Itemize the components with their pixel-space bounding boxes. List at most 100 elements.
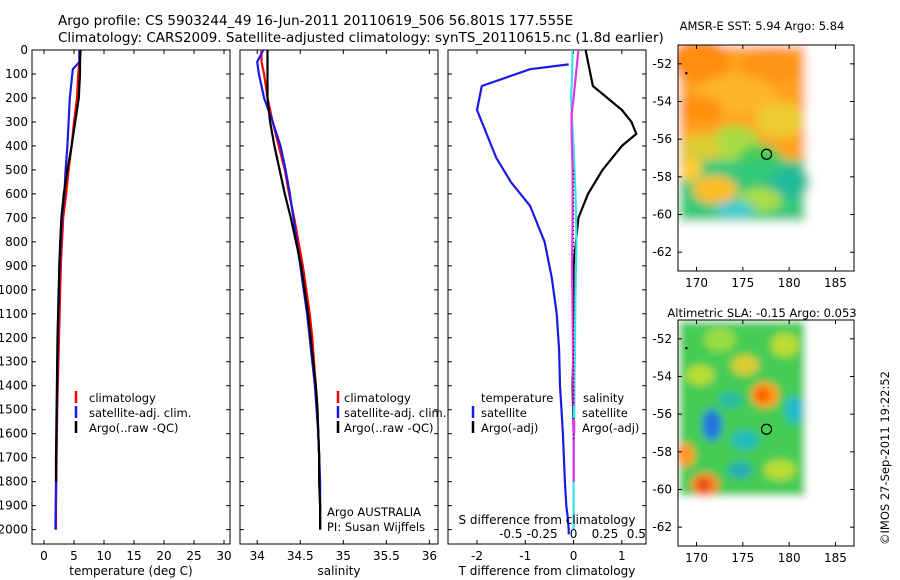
- x-tick-label: 30: [216, 549, 231, 563]
- lat-tick-label: -60: [652, 483, 672, 497]
- legend-salinity-header: salinity: [583, 391, 624, 405]
- s-diff-tick-label: -0.25: [527, 527, 558, 541]
- lon-tick-label: 175: [731, 276, 754, 290]
- x-tick-label: 34.5: [287, 549, 314, 563]
- lat-tick-label: -56: [652, 132, 672, 146]
- lat-tick-label: -52: [652, 57, 672, 71]
- lat-tick-label: -56: [652, 407, 672, 421]
- lon-tick-label: 170: [685, 551, 708, 565]
- depth-tick-label: 600: [5, 187, 28, 201]
- sst-map-title: AMSR-E SST: 5.94 Argo: 5.84: [680, 19, 845, 33]
- legend-s-satellite: satellite: [582, 406, 628, 420]
- legend-climatology: climatology: [89, 391, 156, 405]
- s-diff-xlabel: S difference from climatology: [459, 513, 636, 527]
- lat-tick-label: -58: [652, 170, 672, 184]
- x-tick-label: 10: [96, 549, 111, 563]
- s-diff-tick-label: 0: [570, 527, 578, 541]
- difference-lines: -2 -1 0 1 -0.5 -0.25 0 0.25 0.5: [471, 49, 646, 563]
- lon-tick-label: 175: [731, 551, 754, 565]
- series-line-satellite-adj-clim: [256, 49, 322, 530]
- land-dot: [685, 72, 688, 75]
- depth-tick-label: 1900: [0, 499, 28, 513]
- difference-legend: temperature satellite Argo(-adj) salinit…: [471, 391, 639, 435]
- legend-argo: Argo(..raw -QC): [344, 421, 434, 435]
- x-tick-label: 20: [156, 549, 171, 563]
- argo-program-note: Argo AUSTRALIA: [327, 505, 421, 519]
- sla-map-frame: [677, 319, 855, 547]
- argo-pi-note: PI: Susan Wijffels: [327, 520, 425, 534]
- legend-climatology: climatology: [344, 391, 411, 405]
- depth-tick-label: 2000: [0, 523, 28, 537]
- legend-t-satellite: satellite: [481, 406, 527, 420]
- lon-tick-label: 185: [824, 276, 847, 290]
- timestamp: ©IMOS 27-Sep-2011 19:22:52: [878, 371, 892, 545]
- legend-temperature-header: temperature: [481, 391, 553, 405]
- legend-t-argo: Argo(-adj): [481, 421, 538, 435]
- x-tick-label: 35: [336, 549, 351, 563]
- temperature-panel: [31, 49, 231, 545]
- salinity-xlabel: salinity: [317, 564, 360, 578]
- s-diff-tick-label: 0.5: [627, 527, 646, 541]
- s-diff-tick-label: 0.25: [592, 527, 619, 541]
- x-tick-label: 36: [422, 549, 437, 563]
- x-tick-label: 5: [70, 549, 78, 563]
- sst-map-axes: 170 175 180 185 -52 -54 -56 -58 -60 -62: [652, 45, 854, 290]
- series-line-argo-raw-qc: [266, 50, 322, 530]
- x-tick-label: 15: [126, 549, 141, 563]
- depth-tick-label: 800: [5, 235, 28, 249]
- depth-tick-label: 1400: [0, 379, 28, 393]
- x-tick-label: 0: [40, 549, 48, 563]
- x-tick-label: 1: [618, 549, 626, 563]
- depth-tick-label: 1700: [0, 451, 28, 465]
- depth-tick-label: 400: [5, 139, 28, 153]
- salinity-lines: 34 34.5 35 35.5 36: [250, 49, 437, 563]
- legend-satellite: satellite-adj. clim.: [89, 406, 191, 420]
- depth-tick-label: 1300: [0, 355, 28, 369]
- sst-heatmap: [678, 45, 854, 271]
- depth-tick-label: 1500: [0, 403, 28, 417]
- depth-tick-label: 1800: [0, 475, 28, 489]
- depth-axis: 0 100 200 300 400 500 600 700 800 900 1000 1100 1200…: [0, 43, 646, 537]
- sla-map-title: Altimetric SLA: -0.15 Argo: 0.053: [667, 306, 856, 320]
- lon-tick-label: 180: [778, 276, 801, 290]
- difference-panel: [447, 49, 647, 545]
- depth-tick-label: 1600: [0, 427, 28, 441]
- depth-tick-label: 900: [5, 259, 28, 273]
- sla-heatmap: [678, 320, 854, 546]
- depth-tick-label: 700: [5, 211, 28, 225]
- depth-tick-label: 300: [5, 115, 28, 129]
- x-tick-label: -2: [471, 549, 483, 563]
- temperature-xlabel: temperature (deg C): [69, 564, 192, 578]
- depth-tick-label: 1000: [0, 283, 28, 297]
- land-dot: [685, 347, 688, 350]
- depth-tick-label: 200: [5, 91, 28, 105]
- lon-tick-label: 180: [778, 551, 801, 565]
- depth-tick-label: 100: [5, 67, 28, 81]
- argo-position-marker: [760, 148, 773, 160]
- lon-tick-label: 185: [824, 551, 847, 565]
- lat-tick-label: -52: [652, 332, 672, 346]
- lat-tick-label: -62: [652, 245, 672, 259]
- temperature-lines: 0 5 10 15 20 25 30: [40, 49, 232, 563]
- sst-map-frame: [677, 44, 855, 272]
- x-tick-label: 0: [570, 549, 578, 563]
- depth-tick-label: 0: [20, 43, 28, 57]
- legend-s-argo: Argo(-adj): [582, 421, 639, 435]
- x-tick-label: 25: [186, 549, 201, 563]
- argo-position-marker: [760, 423, 773, 435]
- temperature-legend: climatology satellite-adj. clim. Argo(..…: [74, 391, 191, 435]
- t-diff-xlabel: T difference from climatology: [458, 564, 636, 578]
- series-line-temperature-satellite: [475, 63, 570, 535]
- figure-title-line1: Argo profile: CS 5903244_49 16-Jun-2011 …: [58, 13, 573, 29]
- depth-tick-label: 1200: [0, 331, 28, 345]
- lon-tick-label: 170: [685, 276, 708, 290]
- depth-tick-label: 1100: [0, 307, 28, 321]
- x-tick-label: 35.5: [373, 549, 400, 563]
- lat-tick-label: -54: [652, 370, 672, 384]
- sla-map-axes: 170 175 180 185 -52 -54 -56 -58 -60 -62: [652, 320, 854, 565]
- lat-tick-label: -60: [652, 208, 672, 222]
- legend-argo: Argo(..raw -QC): [89, 421, 179, 435]
- series-line-argo-raw-qc: [54, 49, 82, 482]
- legend-satellite: satellite-adj. clim.: [344, 406, 446, 420]
- depth-tick-label: 500: [5, 163, 28, 177]
